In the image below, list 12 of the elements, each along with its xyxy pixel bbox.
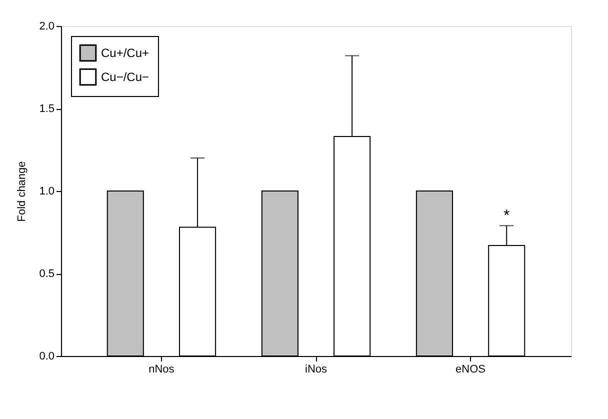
x-tick-label: eNOS [456, 364, 486, 376]
annotation: * [503, 208, 510, 225]
y-tick-label: 0.0 [39, 350, 54, 362]
y-tick-label: 1.0 [39, 186, 54, 198]
y-tick-label: 2.0 [39, 20, 54, 32]
x-tick-label: iNos [304, 364, 328, 376]
y-tick-label: 0.5 [39, 268, 54, 280]
x-tick-label: nNos [148, 364, 175, 376]
legend-label: Cu−/Cu− [101, 70, 150, 84]
y-axis-title: Fold change [16, 161, 28, 222]
y-tick-label: 1.5 [39, 103, 54, 115]
legend-label: Cu+/Cu+ [101, 46, 150, 60]
